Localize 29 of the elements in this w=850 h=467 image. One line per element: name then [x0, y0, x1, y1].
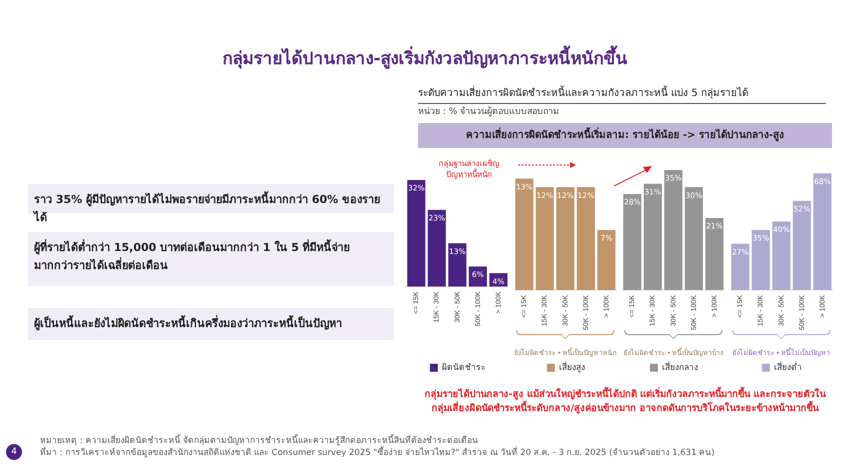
- text: ความเสี่ยงการผิดนัดชำระหนี้เริ่มลาม: รายได้น้อย -> รายได้ปานกลาง-สูง: [418, 123, 832, 148]
- bar: [705, 218, 724, 290]
- bar: [428, 210, 446, 286]
- legend-label: ผิดนัดชำระ: [442, 362, 486, 372]
- bar: [684, 187, 703, 290]
- bar: [623, 194, 642, 290]
- bar: [664, 170, 682, 290]
- bar: [813, 173, 832, 290]
- text: 4: [6, 444, 22, 460]
- text: ราว 35% ผู้มีปัญหารายได้ไม่พอรายจ่ายมีภาระหนี้มากกว่า 60% ของรายได้: [32, 190, 381, 224]
- legend-label: เสี่ยงสูง: [559, 361, 586, 374]
- chart-title: กลุ่มรายได้ปานกลาง-สูงเริ่มกังวลปัญหาภาระหนี้หนักขึ้น: [221, 44, 629, 71]
- text: ผู้เป็นหนี้และยังไม่ผิดนัดชำระหนี้เกินครึ่งมองว่าภาระหนี้เป็นปัญหา: [28, 308, 394, 340]
- bar: [752, 230, 770, 290]
- text: หน่วย : % จำนวนผู้ตอบแบบสอบถาม: [418, 106, 560, 118]
- text: กลุ่มฐานล่างเผชิญปัญหาหนี้หนัก: [438, 158, 500, 180]
- text: กลุ่มรายได้ปานกลาง-สูง แม้ส่วนใหญ่ชำระหนี้ได้ปกติ แต่เริ่มกังวลภาระหนี้มากขึ้น และกระจายตัวในกลุ่มเสี่ยงผิดนัดชำระหนี้ระดับกลาง/สูงค่อนข้างมาก อาจกดดันการบริโภคในระยะข้างหน้ามากขึ้น: [424, 388, 827, 416]
- legend-label: เสี่ยงกลาง: [662, 361, 698, 372]
- bar: [792, 200, 811, 290]
- text: ที่มา : การวิเคราะห์จากข้อมูลของสำนักงานสถิติแห่งชาติ และ Consumer survey 2025 "ซื้อง่าย จ่ายไหวไหม?" สำรวจ ณ วันที่ 20 ส.ค. - 3 ก.ย. 2025 (จำนวนตัวอย่าง 1,631 คน): [40, 446, 716, 459]
- bar: [644, 184, 662, 290]
- bar: [731, 244, 750, 290]
- bar: [448, 243, 466, 286]
- text: ระดับความเสี่ยงการผิดนัดชำระหนี้และความกังวลภาระหนี้ แบ่ง 5 กลุ่มรายได้: [418, 85, 826, 104]
- text: ผู้ที่รายได้ต่ำกว่า 15,000 บาทต่อเดือนมากกว่า 1 ใน 5 ที่มีหนี้จ่ายมากกว่ารายได้เฉลี่ยต่อเดือน: [28, 232, 394, 286]
- text: หมายเหตุ : ความเสี่ยงผิดนัดชำระหนี้ จัดกลุ่มตามปัญหาการชำระหนี้และความรู้สึกต่อภาระหนี้สินที่ต้องชำระต่อเดือน: [40, 433, 478, 446]
- bar: [772, 221, 790, 290]
- legend-label: เสี่ยงต่ำ: [774, 361, 802, 372]
- bar: [407, 180, 426, 286]
